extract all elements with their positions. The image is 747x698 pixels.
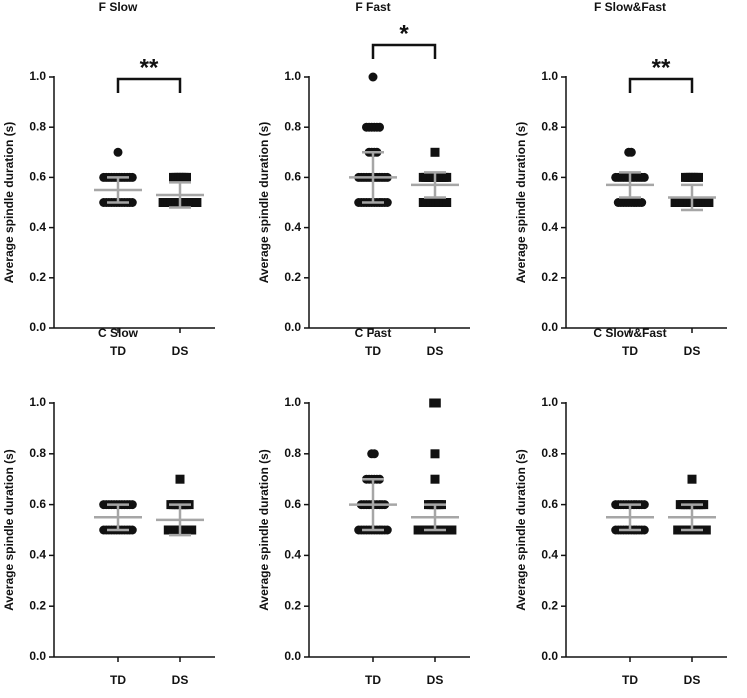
data-point [182,172,191,182]
y-axis-label: Average spindle duration (s) [514,449,528,611]
x-tick-label: TD [110,673,126,687]
data-point [127,172,137,182]
y-tick-label: 0.6 [284,170,301,184]
data-point [699,500,709,510]
x-tick-label: DS [427,673,444,687]
y-tick-label: 0.4 [284,548,301,562]
x-tick-label: DS [427,344,444,358]
y-tick-label: 0.0 [541,320,558,334]
y-tick-label: 0.6 [29,497,46,511]
panel-title: F Slow [99,0,138,14]
y-tick-label: 0.6 [29,170,46,184]
data-point [375,122,384,132]
x-tick-label: TD [365,344,381,358]
y-axis-label: Average spindle duration (s) [2,122,16,284]
y-tick-label: 0.8 [541,119,558,133]
y-tick-label: 1.0 [284,395,301,409]
y-tick-label: 0.0 [29,649,46,663]
x-tick-label: TD [365,673,381,687]
y-tick-label: 0.0 [541,649,558,663]
data-point [687,474,697,484]
y-tick-label: 0.8 [541,446,558,460]
data-point [442,172,452,182]
y-tick-label: 1.0 [29,395,46,409]
y-tick-label: 1.0 [29,69,46,83]
y-tick-label: 0.2 [541,270,558,284]
panel-title: F Slow&Fast [594,0,666,14]
y-tick-label: 0.2 [29,598,46,612]
significance-bracket [628,77,694,93]
y-tick-label: 0.6 [541,170,558,184]
y-tick-label: 0.2 [284,598,301,612]
panel-title: C Slow&Fast [593,326,666,340]
y-tick-label: 0.4 [541,548,558,562]
y-tick-label: 0.0 [29,320,46,334]
data-point [175,474,185,484]
data-point [626,147,636,157]
y-axis-label: Average spindle duration (s) [257,449,271,611]
x-tick-label: DS [684,344,701,358]
y-tick-label: 0.8 [284,119,301,133]
x-tick-label: TD [622,344,638,358]
y-axis-label: Average spindle duration (s) [514,122,528,284]
y-tick-label: 1.0 [541,395,558,409]
panel-title: C Fast [355,326,392,340]
data-point [447,525,457,535]
data-point [430,474,440,484]
data-point [187,525,197,535]
y-tick-label: 0.4 [541,220,558,234]
data-point [382,525,392,535]
y-tick-label: 0.2 [29,270,46,284]
data-point [113,147,123,157]
y-tick-label: 0.6 [284,497,301,511]
significance-bracket [371,43,437,59]
data-point [639,525,649,535]
data-point [637,198,647,207]
data-point [430,147,440,157]
x-tick-label: DS [172,344,189,358]
y-tick-label: 0.6 [541,497,558,511]
y-tick-label: 0.2 [284,270,301,284]
y-tick-label: 0.4 [29,548,46,562]
significance-label: ** [652,54,671,81]
significance-label: * [399,20,409,47]
data-point [430,449,440,459]
data-point [639,500,649,510]
panel-title: F Fast [355,0,390,14]
y-tick-label: 0.8 [29,446,46,460]
y-tick-label: 0.8 [284,446,301,460]
y-tick-label: 0.0 [284,320,301,334]
significance-bracket [116,77,182,93]
data-point [192,198,202,207]
y-tick-label: 0.2 [541,598,558,612]
data-point [639,172,649,182]
x-tick-label: DS [684,673,701,687]
y-axis-label: Average spindle duration (s) [2,449,16,611]
y-tick-label: 1.0 [284,69,301,83]
panel-title: C Slow [98,326,139,340]
data-point [701,525,711,535]
data-point [431,398,441,408]
y-tick-label: 0.0 [284,649,301,663]
data-point [127,525,137,535]
x-tick-label: TD [110,344,126,358]
data-point [704,198,714,207]
data-point [442,198,452,207]
x-tick-label: TD [622,673,638,687]
data-point [369,449,379,459]
data-point [368,72,378,82]
y-axis-label: Average spindle duration (s) [257,122,271,284]
significance-label: ** [140,54,159,81]
data-point [127,198,137,207]
y-tick-label: 0.8 [29,119,46,133]
data-point [127,500,137,510]
data-point [382,198,392,207]
x-tick-label: DS [172,673,189,687]
y-tick-label: 0.4 [284,220,301,234]
data-point [694,172,703,182]
y-tick-label: 1.0 [541,69,558,83]
y-tick-label: 0.4 [29,220,46,234]
